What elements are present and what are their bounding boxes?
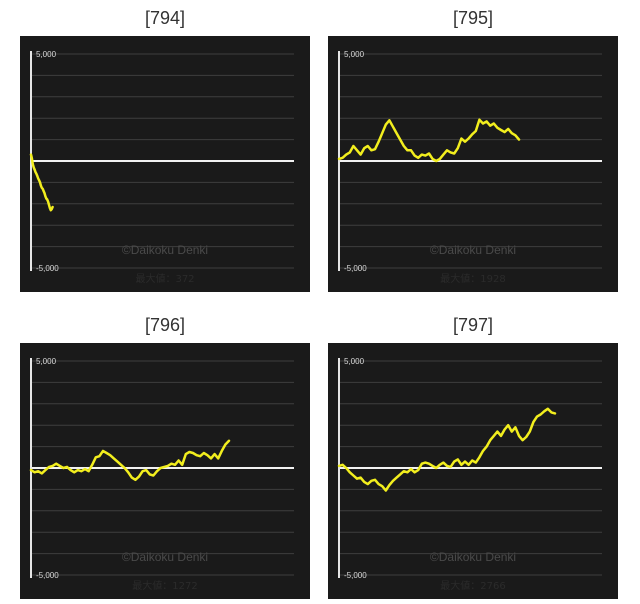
chart-title: [794]: [144, 8, 186, 28]
line-chart: 5,000 -5,000 ©Daikoku Denki 最大値：1928: [328, 36, 618, 292]
chart-background: [328, 36, 618, 292]
max-value-label: 最大値：1272: [132, 579, 197, 592]
y-tick-label-top: 5,000: [36, 50, 57, 59]
chart-background: [328, 343, 618, 599]
chart-panel-795: [795] 5,000 -5,000 ©Daikoku Denki 最大値：1928: [328, 0, 618, 292]
line-chart: 5,000 -5,000 ©Daikoku Denki 最大値：2766: [328, 343, 618, 599]
line-chart: 5,000 -5,000 ©Daikoku Denki 最大値：1272: [20, 343, 310, 599]
chart-area: 5,000 -5,000 ©Daikoku Denki 最大値：2766: [328, 343, 618, 599]
y-tick-label-top: 5,000: [344, 357, 365, 366]
chart-panel-796: [796] 5,000 -5,000 ©Daikoku Denki 最大値：1272: [20, 307, 310, 599]
line-chart: 5,000 -5,000 ©Daikoku Denki 最大値：372: [20, 36, 310, 292]
series-line: [29, 153, 54, 212]
y-tick-label-bottom: -5,000: [36, 264, 59, 273]
chart-title: [797]: [452, 315, 494, 335]
y-tick-label-top: 5,000: [36, 357, 57, 366]
max-value-label: 最大値：1928: [440, 272, 505, 285]
y-tick-label-top: 5,000: [344, 50, 365, 59]
series-line: [337, 407, 557, 492]
watermark: ©Daikoku Denki: [122, 243, 208, 257]
watermark: ©Daikoku Denki: [430, 243, 516, 257]
chart-title: [795]: [452, 8, 494, 28]
series-line: [29, 439, 231, 482]
y-tick-label-bottom: -5,000: [344, 571, 367, 580]
chart-panel-794: [794] 5,000 -5,000 ©Daikoku Denki 最大値：372: [20, 0, 310, 292]
chart-area: 5,000 -5,000 ©Daikoku Denki 最大値：1272: [20, 343, 310, 599]
chart-background: [20, 36, 310, 292]
chart-background: [20, 343, 310, 599]
y-tick-label-bottom: -5,000: [344, 264, 367, 273]
watermark: ©Daikoku Denki: [430, 550, 516, 564]
chart-title: [796]: [144, 315, 186, 335]
chart-area: 5,000 -5,000 ©Daikoku Denki 最大値：372: [20, 36, 310, 292]
watermark: ©Daikoku Denki: [122, 550, 208, 564]
chart-area: 5,000 -5,000 ©Daikoku Denki 最大値：1928: [328, 36, 618, 292]
series-line: [337, 118, 521, 163]
max-value-label: 最大値：372: [135, 272, 194, 285]
chart-panel-797: [797] 5,000 -5,000 ©Daikoku Denki 最大値：2766: [328, 307, 618, 599]
max-value-label: 最大値：2766: [440, 579, 505, 592]
y-tick-label-bottom: -5,000: [36, 571, 59, 580]
